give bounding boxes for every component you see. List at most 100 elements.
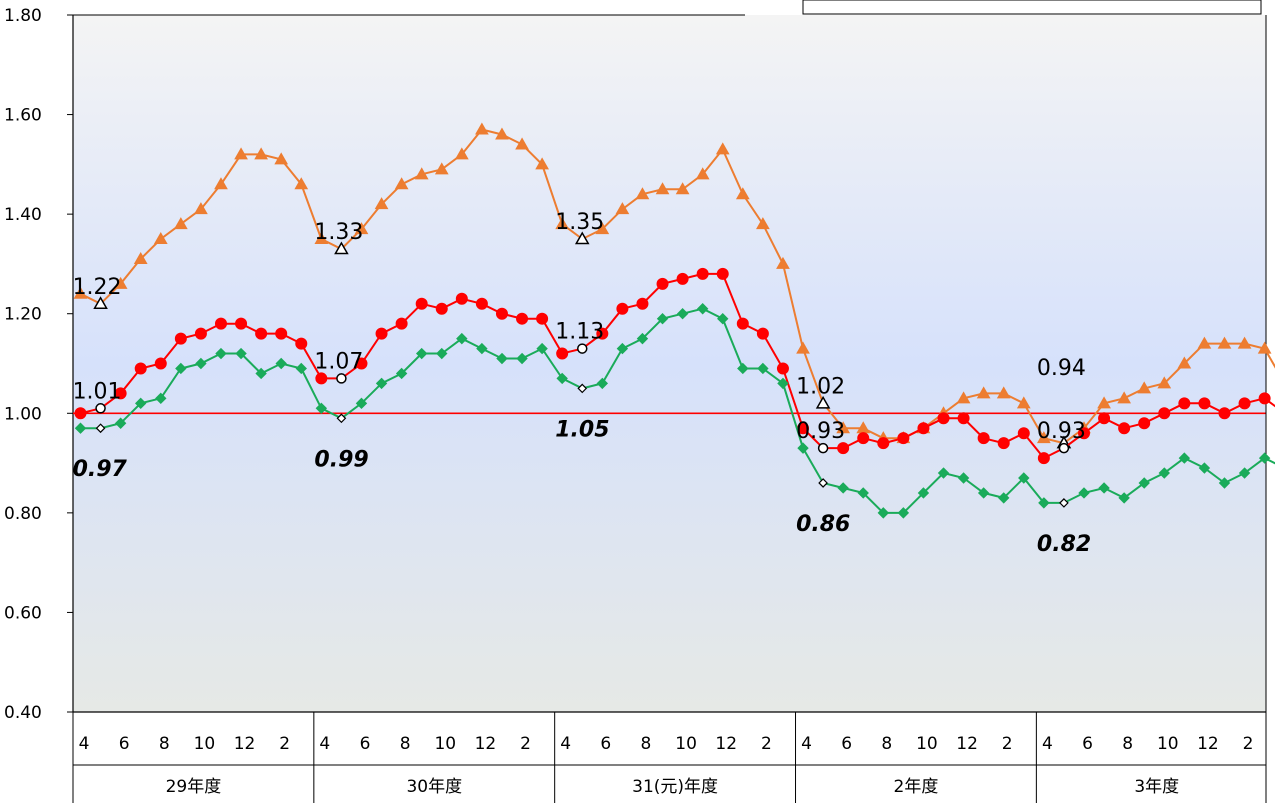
x-tick-label: 12 <box>715 734 737 754</box>
data-point <box>817 442 829 454</box>
data-point <box>1098 482 1110 494</box>
x-tick-label: 6 <box>841 734 852 754</box>
data-point <box>314 232 329 245</box>
data-point <box>655 182 670 195</box>
data-point <box>1198 462 1211 474</box>
data-label: 1.35 <box>555 210 604 235</box>
data-point <box>836 421 851 434</box>
data-point <box>274 152 289 165</box>
y-tick-label: 1.80 <box>4 6 42 26</box>
data-point <box>815 395 831 409</box>
data-label: 0.86 <box>796 512 850 537</box>
data-point <box>1038 497 1050 509</box>
data-point <box>475 122 489 135</box>
data-point <box>315 372 328 385</box>
fiscal-year-label: 31(元)年度 <box>632 777 718 797</box>
x-tick-label: 8 <box>881 734 892 754</box>
data-point <box>577 383 588 394</box>
data-point <box>475 297 488 310</box>
data-point <box>194 202 208 215</box>
data-point <box>818 478 828 488</box>
data-point <box>696 303 709 315</box>
data-point <box>114 387 127 400</box>
data-point <box>917 487 930 499</box>
fiscal-year-label: 29年度 <box>166 777 222 797</box>
x-tick-label: 8 <box>641 734 652 754</box>
data-point <box>173 217 188 230</box>
data-label: 0.99 <box>314 447 368 472</box>
data-point <box>777 377 789 390</box>
data-point <box>375 377 388 390</box>
data-point <box>1016 396 1031 409</box>
fiscal-year-label: 2年度 <box>894 777 939 797</box>
data-point <box>516 312 529 325</box>
x-tick-label: 12 <box>234 734 256 754</box>
data-point <box>73 286 88 299</box>
data-point <box>414 167 429 180</box>
data-point <box>1178 452 1191 464</box>
data-point <box>675 182 690 195</box>
data-point <box>515 137 529 150</box>
data-point <box>354 222 369 235</box>
data-point <box>735 187 750 200</box>
data-point <box>776 362 789 375</box>
data-point <box>897 432 910 445</box>
x-tick-label: 6 <box>119 734 130 754</box>
data-point <box>214 317 227 330</box>
data-point <box>495 307 508 320</box>
data-point <box>114 417 127 429</box>
data-label: 1.33 <box>314 220 363 245</box>
x-tick-label: 4 <box>79 734 90 754</box>
data-point <box>415 347 428 360</box>
data-point <box>336 413 347 424</box>
data-point <box>294 177 309 190</box>
x-tick-label: 10 <box>194 734 216 754</box>
data-point <box>235 347 247 360</box>
data-point <box>756 327 769 340</box>
data-point <box>395 367 408 380</box>
data-point <box>194 327 207 340</box>
data-point <box>154 357 167 370</box>
data-point <box>235 317 248 330</box>
data-point <box>676 272 689 285</box>
data-point <box>174 332 187 345</box>
data-point <box>1059 498 1069 508</box>
y-tick-label: 1.00 <box>4 404 42 424</box>
data-point <box>857 432 870 445</box>
data-point <box>1078 487 1090 499</box>
data-point <box>1217 336 1232 349</box>
data-point <box>1237 336 1252 349</box>
data-point <box>897 507 910 519</box>
data-point <box>1037 452 1050 465</box>
data-label: 0.93 <box>1037 419 1086 444</box>
data-point <box>134 362 147 375</box>
data-point <box>476 342 488 355</box>
data-point <box>596 327 609 340</box>
data-point <box>574 231 590 245</box>
data-point <box>336 373 347 384</box>
data-point <box>616 302 629 315</box>
data-point <box>155 392 167 405</box>
data-point <box>736 317 749 330</box>
x-tick-label: 2 <box>761 734 772 754</box>
data-point <box>355 397 368 410</box>
x-tick-label: 12 <box>956 734 978 754</box>
data-point <box>275 357 287 370</box>
data-point <box>757 362 769 375</box>
data-point <box>676 308 689 320</box>
data-point <box>1098 412 1111 425</box>
data-point <box>536 312 549 325</box>
x-tick-label: 4 <box>560 734 571 754</box>
x-tick-label: 10 <box>675 734 697 754</box>
data-point <box>1138 417 1151 430</box>
data-point <box>93 296 108 310</box>
data-point <box>334 241 349 255</box>
data-point <box>1058 442 1070 454</box>
data-point <box>1118 422 1131 435</box>
y-tick-label: 1.60 <box>4 106 42 126</box>
data-point <box>756 217 770 230</box>
data-point <box>837 482 849 494</box>
data-point <box>234 147 248 160</box>
data-point <box>1117 391 1132 404</box>
